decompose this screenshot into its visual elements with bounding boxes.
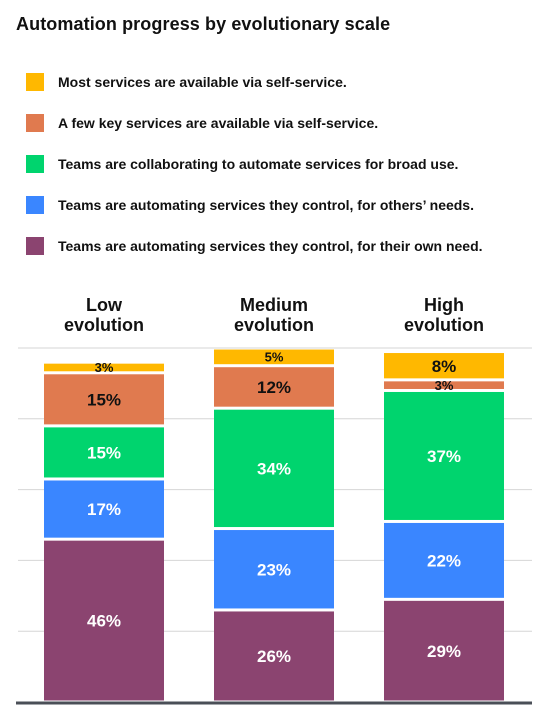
data-label: 8% xyxy=(432,357,457,376)
category-label: Low xyxy=(86,295,123,315)
chart-title: Automation progress by evolutionary scal… xyxy=(16,14,391,34)
bar-segment xyxy=(44,374,164,425)
bar-segment xyxy=(384,600,504,701)
legend-label: Teams are automating services they contr… xyxy=(58,197,474,213)
data-label: 15% xyxy=(87,390,121,409)
category-label: evolution xyxy=(234,315,314,335)
bar-segment xyxy=(214,367,334,407)
bar-segment xyxy=(214,530,334,609)
data-label: 5% xyxy=(265,350,284,365)
data-label: 29% xyxy=(427,642,461,661)
bar-segment xyxy=(44,427,164,478)
legend-swatch xyxy=(26,155,44,173)
bar-segment xyxy=(44,363,164,372)
legend-item-own-need: Teams are automating services they contr… xyxy=(26,236,536,256)
legend-label: Most services are available via self-ser… xyxy=(58,74,347,90)
data-label: 3% xyxy=(435,378,454,393)
category-label: Medium xyxy=(240,295,308,315)
data-label: 22% xyxy=(427,552,461,571)
data-label: 17% xyxy=(87,500,121,519)
bar-segment xyxy=(214,611,334,701)
data-label: 15% xyxy=(87,444,121,463)
bar-segment xyxy=(384,381,504,389)
bar-segment xyxy=(384,391,504,520)
data-label: 34% xyxy=(257,459,291,478)
data-label: 37% xyxy=(427,447,461,466)
legend-label: A few key services are available via sel… xyxy=(58,115,379,131)
bar-segment xyxy=(214,409,334,528)
legend-item-most-services: Most services are available via self-ser… xyxy=(26,72,536,92)
bar-segment xyxy=(384,522,504,598)
category-label: evolution xyxy=(64,315,144,335)
bar-segment xyxy=(384,353,504,379)
stacked-bar-chart: LowevolutionMediumevolutionHighevolution… xyxy=(16,295,532,705)
legend-item-few-key-services: A few key services are available via sel… xyxy=(26,113,536,133)
bar-segment xyxy=(214,349,334,365)
legend-label: Teams are collaborating to automate serv… xyxy=(58,156,459,172)
category-label: High xyxy=(424,295,464,315)
bar-segment xyxy=(44,540,164,701)
legend-label: Teams are automating services they contr… xyxy=(58,238,483,254)
legend: Most services are available via self-ser… xyxy=(26,72,536,277)
data-label: 23% xyxy=(257,560,291,579)
legend-item-collaborating: Teams are collaborating to automate serv… xyxy=(26,154,536,174)
bar-segment xyxy=(44,480,164,538)
data-label: 12% xyxy=(257,378,291,397)
category-label: evolution xyxy=(404,315,484,335)
legend-swatch xyxy=(26,73,44,91)
data-label: 46% xyxy=(87,612,121,631)
legend-swatch xyxy=(26,196,44,214)
legend-swatch xyxy=(26,237,44,255)
legend-item-others-needs: Teams are automating services they contr… xyxy=(26,195,536,215)
legend-swatch xyxy=(26,114,44,132)
data-label: 26% xyxy=(257,647,291,666)
data-label: 3% xyxy=(95,360,114,375)
